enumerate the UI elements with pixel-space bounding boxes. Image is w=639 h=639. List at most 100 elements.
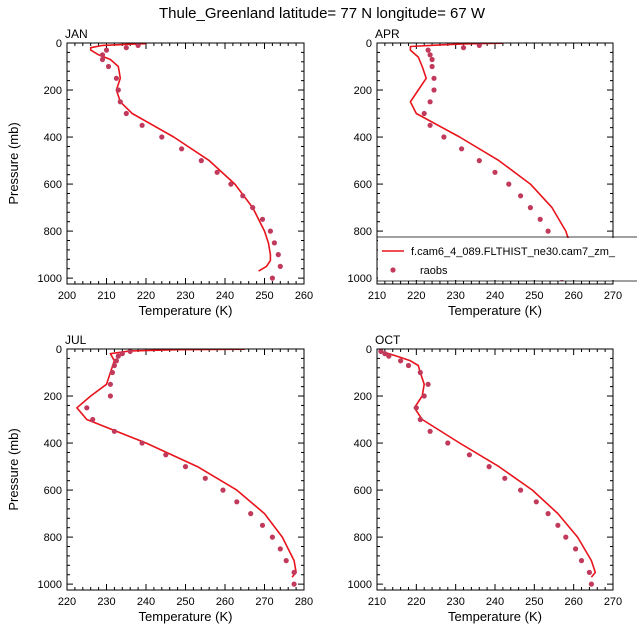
raobs-point bbox=[220, 487, 226, 493]
raobs-point bbox=[417, 369, 423, 376]
raobs-point bbox=[427, 122, 433, 128]
x-tick-label: 260 bbox=[564, 290, 582, 302]
y-tick-label: 800 bbox=[44, 226, 62, 238]
panel-title: OCT bbox=[375, 333, 401, 347]
raobs-point bbox=[427, 428, 433, 434]
x-tick-label: 240 bbox=[216, 290, 234, 302]
x-tick-label: 230 bbox=[446, 596, 464, 608]
x-tick-label: 230 bbox=[97, 596, 115, 608]
raobs-point bbox=[518, 193, 524, 199]
x-axis-label: Temperature (K) bbox=[139, 303, 233, 318]
panel-jan: JAN 200 210 220 230 240 250 260 0 200 400 600 800 100… bbox=[6, 27, 313, 318]
raobs-point bbox=[291, 581, 297, 587]
raobs-point bbox=[427, 52, 433, 58]
raobs-point bbox=[103, 47, 110, 53]
raobs-point bbox=[506, 181, 512, 187]
x-tick-label: 240 bbox=[486, 290, 504, 302]
panel-title: JAN bbox=[65, 27, 88, 41]
raobs-point bbox=[578, 558, 585, 564]
plot-frame bbox=[66, 348, 305, 591]
panels-group: JAN 200 210 220 230 240 250 260 0 200 400 600 800 100… bbox=[6, 27, 637, 624]
y-tick-label: 800 bbox=[354, 532, 372, 544]
raobs-point bbox=[502, 475, 508, 481]
legend-background bbox=[378, 238, 637, 280]
x-tick-label: 240 bbox=[486, 596, 504, 608]
x-axis-label: Temperature (K) bbox=[448, 303, 542, 318]
raobs-point bbox=[459, 146, 465, 152]
x-tick-label: 220 bbox=[58, 596, 76, 608]
plot-area bbox=[89, 43, 283, 281]
raobs-point bbox=[277, 546, 283, 552]
y-tick-label: 1000 bbox=[38, 273, 62, 285]
raobs-point bbox=[573, 546, 579, 552]
x-tick-label: 250 bbox=[525, 596, 543, 608]
y-tick-label: 200 bbox=[354, 85, 372, 97]
raobs-point bbox=[105, 63, 112, 70]
model-line bbox=[89, 43, 272, 272]
raobs-point bbox=[386, 353, 392, 359]
x-tick-label: 250 bbox=[176, 596, 194, 608]
x-tick-label: 200 bbox=[58, 290, 76, 302]
panel-jul: JUL 220 230 240 250 260 270 280 0 200 400 600 800 100… bbox=[6, 333, 313, 624]
y-tick-label: 800 bbox=[44, 532, 62, 544]
raobs-point bbox=[99, 56, 106, 63]
raobs-point bbox=[259, 216, 266, 222]
x-tick-label: 210 bbox=[97, 290, 115, 302]
y-tick-label: 0 bbox=[366, 38, 372, 50]
raobs-point bbox=[421, 110, 427, 117]
raobs-point bbox=[113, 75, 119, 81]
raobs-point bbox=[107, 393, 113, 399]
raobs-point bbox=[421, 393, 427, 399]
raobs-point bbox=[382, 351, 388, 357]
y-tick-label: 400 bbox=[44, 438, 62, 450]
raobs-point bbox=[182, 464, 189, 470]
raobs-point bbox=[267, 228, 273, 234]
raobs-point bbox=[425, 47, 431, 53]
raobs-point bbox=[413, 405, 419, 411]
raobs-point bbox=[135, 43, 141, 48]
raobs-point bbox=[445, 440, 451, 446]
raobs-point bbox=[269, 534, 275, 540]
panel-apr: APR 210 220 230 240 250 260 270 0 200 400 600 800 100… bbox=[348, 27, 637, 318]
raobs-point bbox=[179, 146, 185, 152]
y-tick-label: 1000 bbox=[348, 579, 372, 591]
raobs-point bbox=[429, 63, 435, 70]
x-tick-label: 220 bbox=[407, 596, 425, 608]
raobs-point bbox=[214, 169, 220, 175]
x-tick-label: 230 bbox=[446, 290, 464, 302]
x-axis-label: Temperature (K) bbox=[448, 609, 542, 624]
raobs-point bbox=[429, 56, 435, 63]
raobs-point bbox=[123, 110, 129, 117]
raobs-point bbox=[527, 205, 534, 211]
legend-obs-label: raobs bbox=[420, 265, 448, 277]
x-tick-label: 280 bbox=[295, 596, 313, 608]
raobs-point bbox=[159, 134, 165, 140]
raobs-point bbox=[441, 134, 447, 140]
raobs-point bbox=[90, 416, 96, 423]
raobs-point bbox=[99, 52, 106, 58]
raobs-point bbox=[588, 581, 595, 587]
raobs-point bbox=[283, 558, 289, 564]
raobs-point bbox=[545, 228, 551, 234]
y-tick-label: 600 bbox=[354, 485, 372, 497]
x-tick-label: 250 bbox=[525, 290, 543, 302]
raobs-point bbox=[115, 87, 121, 93]
plot-area bbox=[378, 349, 597, 587]
raobs-point bbox=[466, 452, 472, 458]
raobs-point bbox=[139, 440, 145, 446]
y-axis-label: Pressure (mb) bbox=[6, 122, 21, 204]
x-axis-label: Temperature (K) bbox=[139, 609, 233, 624]
x-tick-label: 240 bbox=[137, 596, 155, 608]
y-tick-label: 1000 bbox=[348, 273, 372, 285]
raobs-point bbox=[486, 464, 492, 470]
y-tick-label: 600 bbox=[44, 179, 62, 191]
raobs-point bbox=[405, 362, 412, 369]
x-tick-label: 270 bbox=[604, 596, 622, 608]
x-tick-label: 270 bbox=[604, 290, 622, 302]
raobs-point bbox=[198, 158, 204, 164]
plot-frame bbox=[66, 42, 305, 285]
y-tick-label: 600 bbox=[354, 179, 372, 191]
raobs-point bbox=[163, 452, 169, 458]
raobs-point bbox=[518, 487, 524, 493]
raobs-point bbox=[427, 99, 433, 105]
